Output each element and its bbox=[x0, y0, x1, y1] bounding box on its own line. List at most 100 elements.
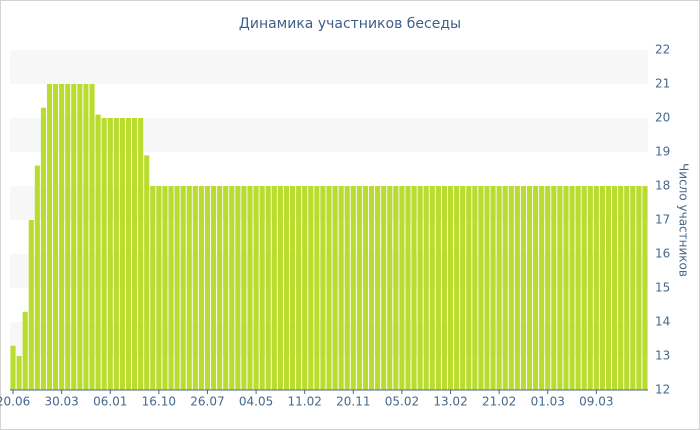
bar bbox=[381, 186, 387, 390]
bar bbox=[211, 186, 217, 390]
bar bbox=[156, 186, 162, 390]
bar bbox=[65, 84, 71, 390]
bar bbox=[174, 186, 180, 390]
bar bbox=[168, 186, 174, 390]
bar bbox=[332, 186, 338, 390]
bar bbox=[308, 186, 314, 390]
bar bbox=[526, 186, 533, 390]
bar bbox=[447, 186, 454, 390]
bar bbox=[356, 186, 362, 390]
bar bbox=[478, 186, 484, 390]
bar bbox=[180, 186, 186, 390]
bar bbox=[539, 186, 545, 390]
bar bbox=[393, 186, 399, 390]
bar bbox=[368, 186, 375, 390]
x-tick-label: 04.05 bbox=[239, 395, 273, 409]
bar bbox=[296, 186, 302, 390]
y-tick-label: 15 bbox=[655, 281, 670, 295]
y-tick-label: 19 bbox=[655, 145, 670, 159]
bar bbox=[259, 186, 265, 390]
bar bbox=[429, 186, 435, 390]
bar bbox=[466, 186, 472, 390]
bar bbox=[10, 345, 16, 390]
bar bbox=[40, 107, 46, 391]
bar bbox=[289, 186, 296, 390]
bar bbox=[241, 186, 247, 390]
bar bbox=[472, 186, 478, 390]
bar bbox=[551, 186, 557, 390]
bar bbox=[265, 186, 271, 390]
bar bbox=[101, 118, 107, 390]
x-tick-label: 09.03 bbox=[579, 395, 613, 409]
bar bbox=[253, 186, 259, 390]
bar bbox=[89, 84, 95, 390]
x-tick-label: 05.02 bbox=[385, 395, 419, 409]
bar bbox=[144, 155, 150, 390]
bar bbox=[198, 186, 204, 390]
bar bbox=[423, 186, 429, 390]
bar bbox=[587, 186, 593, 390]
y-tick-label: 21 bbox=[655, 77, 670, 91]
bar bbox=[624, 186, 630, 390]
bar bbox=[417, 186, 423, 390]
bar bbox=[113, 118, 119, 390]
bar bbox=[496, 186, 502, 390]
bar bbox=[83, 84, 89, 390]
bar bbox=[247, 186, 253, 390]
bar bbox=[411, 186, 417, 390]
y-tick-label: 22 bbox=[655, 43, 670, 57]
bar bbox=[387, 186, 393, 390]
bar bbox=[618, 186, 624, 390]
bar bbox=[508, 186, 514, 390]
bar bbox=[581, 186, 587, 390]
bar bbox=[636, 186, 642, 390]
bar bbox=[150, 186, 156, 390]
bar bbox=[162, 186, 168, 390]
bar bbox=[277, 186, 283, 390]
bar bbox=[362, 186, 369, 390]
y-tick-label: 12 bbox=[655, 383, 670, 397]
chart-title: Динамика участников беседы bbox=[239, 16, 461, 32]
bar bbox=[53, 84, 59, 390]
bar bbox=[441, 186, 447, 390]
x-tick-label: 20.11 bbox=[336, 395, 370, 409]
bar bbox=[575, 186, 581, 390]
bar bbox=[520, 186, 526, 390]
bar bbox=[302, 186, 308, 390]
bar bbox=[630, 186, 636, 390]
bar bbox=[326, 186, 332, 390]
bar bbox=[569, 186, 575, 390]
bar bbox=[271, 186, 277, 390]
bar bbox=[235, 186, 241, 390]
y-tick-label: 16 bbox=[655, 247, 670, 261]
bar bbox=[320, 186, 326, 390]
bar bbox=[71, 84, 77, 390]
bar bbox=[125, 118, 132, 390]
bar bbox=[204, 186, 211, 390]
y-tick-label: 13 bbox=[655, 349, 670, 363]
bar bbox=[119, 118, 125, 390]
bar bbox=[28, 220, 34, 390]
bar bbox=[132, 118, 138, 390]
x-tick-label: 30.03 bbox=[44, 395, 78, 409]
bar bbox=[435, 186, 441, 390]
bar bbox=[217, 186, 223, 390]
bar bbox=[563, 186, 569, 390]
bar bbox=[138, 118, 144, 390]
x-tick-label: 21.02 bbox=[482, 395, 516, 409]
x-tick-label: 20.06 bbox=[0, 395, 30, 409]
bar bbox=[593, 186, 599, 390]
bar bbox=[545, 186, 551, 390]
bar bbox=[107, 118, 113, 390]
bar bbox=[490, 186, 496, 390]
bar bbox=[454, 186, 460, 390]
bar bbox=[22, 311, 28, 390]
bar bbox=[186, 186, 192, 390]
x-tick-label: 13.02 bbox=[433, 395, 467, 409]
bar bbox=[599, 186, 605, 390]
bar bbox=[557, 186, 563, 390]
bar bbox=[375, 186, 381, 390]
bar bbox=[460, 186, 466, 390]
bar bbox=[59, 84, 65, 390]
